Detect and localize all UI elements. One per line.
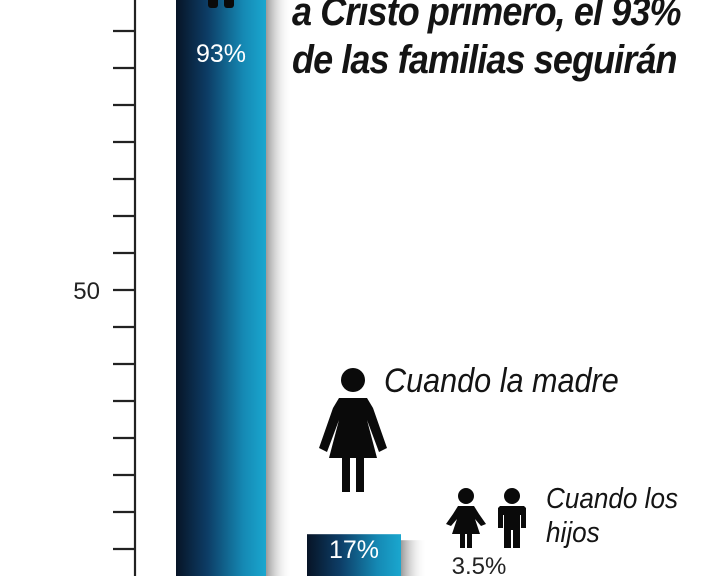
girl-icon	[446, 488, 486, 548]
boy-icon-body	[498, 506, 526, 548]
woman-icon-dress	[319, 398, 387, 458]
bar-shadow	[266, 0, 292, 581]
mother-callout-line-1: Cuando la madre	[384, 362, 619, 400]
mother-callout: Cuando la madre	[384, 362, 619, 401]
girl-icon-dress	[446, 506, 486, 534]
girl-icon-leg-left	[460, 534, 465, 548]
boy-icon-head	[504, 488, 520, 504]
children-callout-line-1: Cuando los	[546, 483, 679, 515]
bar-value-label: 17%	[329, 536, 379, 564]
bar	[176, 0, 266, 581]
father-icon-leg-right	[224, 0, 234, 8]
children-callout-line-2: hijos	[546, 517, 600, 549]
bar-shadow	[401, 540, 427, 581]
children-callout: Cuando los hijos	[546, 482, 678, 550]
y-axis: 50	[73, 0, 137, 576]
chart-title: a Cristo primero, el 93% de las familias…	[292, 0, 681, 84]
icons	[208, 0, 526, 548]
father-icon-leg-left	[208, 0, 218, 8]
woman-icon	[319, 368, 387, 492]
chart-title-line-1: a Cristo primero, el 93%	[292, 0, 681, 34]
bars: 93% 17% 3.5%	[176, 0, 507, 581]
woman-icon-leg-left	[342, 458, 350, 492]
bar	[307, 534, 401, 581]
girl-icon-leg-right	[467, 534, 472, 548]
father-icon	[208, 0, 234, 8]
chart-title-line-2: de las familias seguirán	[292, 38, 677, 82]
boy-icon	[498, 488, 526, 548]
woman-icon-head	[341, 368, 365, 392]
woman-icon-leg-right	[356, 458, 364, 492]
girl-icon-head	[458, 488, 474, 504]
bar-value-label: 93%	[196, 40, 246, 68]
y-tick-label: 50	[73, 278, 100, 305]
children-icon	[446, 488, 526, 548]
bar-value-label: 3.5%	[452, 553, 507, 576]
